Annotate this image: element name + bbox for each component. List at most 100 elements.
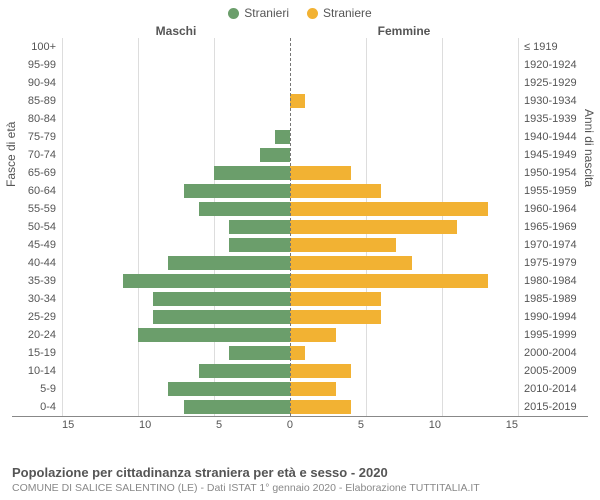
age-label: 80-84: [12, 113, 62, 125]
birth-year-label: 1940-1944: [518, 131, 588, 143]
chart-row: 25-29 1990-1994: [12, 308, 588, 326]
bar-male: [199, 202, 290, 216]
center-line: [290, 38, 291, 416]
bar-female: [290, 310, 381, 324]
chart-row: 75-79 1940-1944: [12, 128, 588, 146]
bar-male: [199, 364, 290, 378]
birth-year-label: 1965-1969: [518, 221, 588, 233]
age-label: 75-79: [12, 131, 62, 143]
bar-male: [153, 310, 290, 324]
legend-label-male: Stranieri: [244, 6, 289, 20]
plot-area: Fasce di età Anni di nascita 100+≤ 19199…: [12, 38, 588, 417]
bar-female: [290, 184, 381, 198]
x-tick-label: 5: [216, 419, 222, 431]
x-tick-label: 15: [506, 419, 518, 431]
age-label: 10-14: [12, 365, 62, 377]
birth-year-label: 1990-1994: [518, 311, 588, 323]
bar-male: [214, 166, 290, 180]
chart-row: 0-4 2015-2019: [12, 398, 588, 416]
age-label: 50-54: [12, 221, 62, 233]
x-tick-label: 5: [358, 419, 364, 431]
bar-male: [184, 400, 290, 414]
bar-male: [153, 292, 290, 306]
bar-female: [290, 274, 488, 288]
age-label: 85-89: [12, 95, 62, 107]
footer: Popolazione per cittadinanza straniera p…: [12, 465, 588, 494]
birth-year-label: 1930-1934: [518, 95, 588, 107]
legend-swatch-male: [228, 8, 239, 19]
bar-female: [290, 94, 305, 108]
age-label: 95-99: [12, 59, 62, 71]
column-titles: Maschi Femmine: [12, 24, 588, 38]
legend-swatch-female: [307, 8, 318, 19]
bar-male: [184, 184, 290, 198]
bar-male: [229, 220, 290, 234]
bar-male: [123, 274, 290, 288]
birth-year-label: ≤ 1919: [518, 41, 588, 53]
legend-item-female: Straniere: [307, 6, 372, 20]
bar-female: [290, 202, 488, 216]
bar-male: [275, 130, 290, 144]
bar-male: [260, 148, 290, 162]
chart-row: 5-92010-2014: [12, 380, 588, 398]
chart-row: 65-69 1950-1954: [12, 164, 588, 182]
x-tick-label: 10: [429, 419, 441, 431]
birth-year-label: 1935-1939: [518, 113, 588, 125]
chart-row: 85-89 1930-1934: [12, 92, 588, 110]
x-tick-label: 15: [62, 419, 74, 431]
bar-female: [290, 166, 351, 180]
age-label: 15-19: [12, 347, 62, 359]
chart-row: 30-341985-1989: [12, 290, 588, 308]
chart: Maschi Femmine Fasce di età Anni di nasc…: [12, 24, 588, 431]
chart-row: 80-84 1935-1939: [12, 110, 588, 128]
chart-subtitle: COMUNE DI SALICE SALENTINO (LE) - Dati I…: [12, 482, 588, 494]
birth-year-label: 2015-2019: [518, 401, 588, 413]
bar-female: [290, 328, 336, 342]
chart-row: 95-99 1920-1924: [12, 56, 588, 74]
chart-row: 70-74 1945-1949: [12, 146, 588, 164]
bar-female: [290, 256, 412, 270]
legend-label-female: Straniere: [323, 6, 372, 20]
bar-male: [229, 346, 290, 360]
birth-year-label: 1975-1979: [518, 257, 588, 269]
chart-row: 35-391980-1984: [12, 272, 588, 290]
birth-year-label: 2005-2009: [518, 365, 588, 377]
x-axis: 15105051015: [12, 419, 588, 431]
age-label: 70-74: [12, 149, 62, 161]
chart-row: 20-241995-1999: [12, 326, 588, 344]
age-label: 65-69: [12, 167, 62, 179]
age-label: 0-4: [12, 401, 62, 413]
chart-row: 55-591960-1964: [12, 200, 588, 218]
age-label: 20-24: [12, 329, 62, 341]
bar-female: [290, 346, 305, 360]
bar-male: [168, 382, 290, 396]
birth-year-label: 1925-1929: [518, 77, 588, 89]
bar-female: [290, 238, 396, 252]
birth-year-label: 2000-2004: [518, 347, 588, 359]
birth-year-label: 1955-1959: [518, 185, 588, 197]
birth-year-label: 1970-1974: [518, 239, 588, 251]
x-tick-label: 10: [139, 419, 151, 431]
birth-year-label: 1920-1924: [518, 59, 588, 71]
column-title-female: Femmine: [290, 24, 518, 38]
chart-row: 100+≤ 1919: [12, 38, 588, 56]
legend: Stranieri Straniere: [0, 0, 600, 20]
chart-row: 90-94 1925-1929: [12, 74, 588, 92]
birth-year-label: 1950-1954: [518, 167, 588, 179]
column-title-male: Maschi: [62, 24, 290, 38]
chart-row: 10-14 2005-2009: [12, 362, 588, 380]
chart-row: 60-64 1955-1959: [12, 182, 588, 200]
age-label: 25-29: [12, 311, 62, 323]
bar-female: [290, 364, 351, 378]
chart-title: Popolazione per cittadinanza straniera p…: [12, 465, 588, 480]
bar-female: [290, 382, 336, 396]
chart-row: 45-49 1970-1974: [12, 236, 588, 254]
legend-item-male: Stranieri: [228, 6, 289, 20]
age-label: 45-49: [12, 239, 62, 251]
birth-year-label: 1945-1949: [518, 149, 588, 161]
bar-male: [229, 238, 290, 252]
age-label: 90-94: [12, 77, 62, 89]
age-label: 5-9: [12, 383, 62, 395]
age-label: 60-64: [12, 185, 62, 197]
bar-female: [290, 292, 381, 306]
